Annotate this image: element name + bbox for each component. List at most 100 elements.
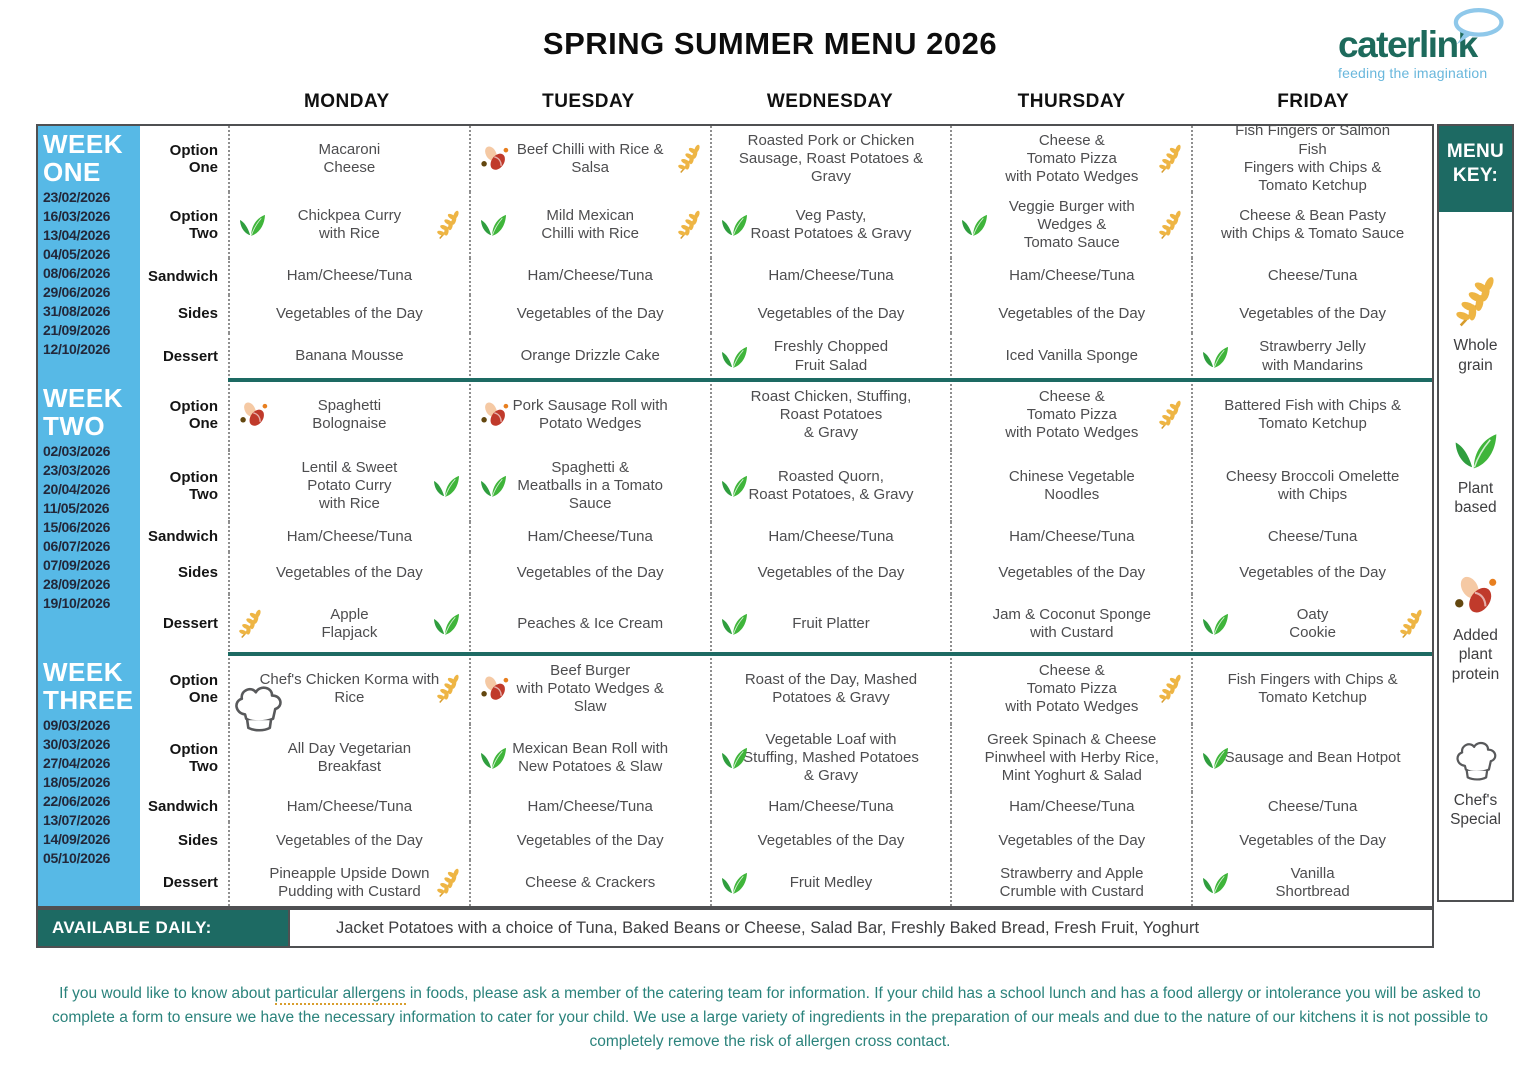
menu-item-text: Freshly Chopped Fruit Salad [773, 338, 889, 374]
logo-tagline: feeding the imagination [1338, 65, 1488, 81]
plant-based-icon [1202, 344, 1229, 368]
menu-item-text: Cheese & Tomato Pizza with Potato Wedges [1005, 661, 1139, 716]
menu-cell-option-two-monday: Lentil & Sweet Potato Curry with Rice [228, 450, 469, 522]
plant-based-icon [480, 746, 507, 770]
menu-item-text: Lentil & Sweet Potato Curry with Rice [301, 458, 398, 513]
plant-based-icon [480, 474, 507, 498]
menu-item-text: Ham/Cheese/Tuna [286, 527, 413, 545]
menu-cell-option-two-friday: Sausage and Bean Hotpot [1191, 724, 1432, 792]
menu-cell-option-two-friday: Cheesy Broccoli Omelette with Chips [1191, 450, 1432, 522]
menu-item-text: Vegetables of the Day [276, 563, 423, 581]
chefs-special-icon [230, 684, 286, 734]
menu-cell-option-two-thursday: Chinese Vegetable Noodles [950, 450, 1191, 522]
menu-cell-sandwich-monday: Ham/Cheese/Tuna [228, 792, 469, 822]
menu-cell-sandwich-wednesday: Ham/Cheese/Tuna [709, 792, 951, 822]
whole-grain-icon [436, 674, 460, 704]
speech-bubble-icon [1450, 8, 1504, 47]
menu-cell-option-one-friday: Fish Fingers or Salmon Fish Fingers with … [1191, 122, 1432, 194]
menu-cell-sandwich-wednesday: Ham/Cheese/Tuna [709, 522, 951, 552]
menu-item-text: Vegetables of the Day [516, 563, 664, 581]
plant-based-icon [1202, 871, 1229, 895]
row-label-option-two: Option Two [169, 207, 218, 242]
menu-cell-option-one-wednesday: Roast Chicken, Stuffing, Roast Potatoes & … [709, 380, 951, 450]
available-daily-label: AVAILABLE DAILY: [38, 910, 290, 946]
row-label-sandwich: Sandwich [147, 798, 218, 816]
menu-item-text: Cheese & Crackers [525, 873, 656, 891]
menu-cell-sides-monday: Vegetables of the Day [228, 552, 469, 594]
menu-cell-dessert-friday: Vanilla Shortbread [1191, 860, 1432, 906]
menu-item-text: Vegetables of the Day [276, 304, 423, 322]
menu-item-text: Spaghetti Bolognaise [312, 396, 387, 432]
menu-cell-sandwich-tuesday: Ham/Cheese/Tuna [468, 792, 710, 822]
plant-based-icon [480, 213, 507, 237]
page-title: SPRING SUMMER MENU 2026 [542, 26, 998, 61]
menu-item-text: Vanilla Shortbread [1275, 864, 1350, 900]
chefs-special-icon [1450, 740, 1501, 782]
menu-item-text: Macaroni Cheese [318, 140, 381, 176]
menu-item-text: Vegetables of the Day [998, 563, 1146, 581]
menu-cell-option-two-thursday: Veggie Burger with Wedges & Tomato Sauce [950, 192, 1191, 258]
day-header-wednesday: WEDNESDAY [766, 91, 894, 112]
plant-based-icon [1202, 612, 1229, 636]
menu-item-text: Iced Vanilla Sponge [1005, 347, 1138, 365]
menu-item-text: Oaty Cookie [1289, 605, 1336, 641]
menu-key-label: Whole grain [1453, 337, 1498, 374]
row-label-option-one: Option One [169, 671, 218, 706]
added-plant-protein-icon [239, 401, 269, 430]
menu-item-text: Vegetables of the Day [757, 304, 905, 322]
row-label-sandwich: Sandwich [147, 267, 218, 285]
menu-item-text: Greek Spinach & Cheese Pinwheel with Herb… [984, 730, 1159, 785]
menu-item-text: Veggie Burger with Wedges & Tomato Sauce [1008, 197, 1135, 252]
whole-grain-icon [677, 210, 701, 240]
menu-cell-sandwich-thursday: Ham/Cheese/Tuna [950, 258, 1191, 295]
menu-cell-sides-wednesday: Vegetables of the Day [709, 822, 951, 860]
menu-cell-sandwich-friday: Cheese/Tuna [1191, 522, 1432, 552]
menu-cell-sides-wednesday: Vegetables of the Day [709, 552, 951, 594]
menu-item-text: Cheese & Bean Pasty with Chips & Tomato S… [1221, 206, 1405, 242]
menu-key-body: Whole grain Plant based Added plant protein Che… [1439, 212, 1512, 900]
plant-based-icon [1454, 431, 1498, 471]
menu-item-text: Cheese & Tomato Pizza with Potato Wedges [1005, 387, 1139, 442]
menu-cell-option-two-thursday: Greek Spinach & Cheese Pinwheel with Herb… [950, 724, 1191, 792]
menu-cell-sides-monday: Vegetables of the Day [228, 295, 469, 333]
menu-cell-sides-tuesday: Vegetables of the Day [468, 552, 710, 594]
menu-cell-sides-wednesday: Vegetables of the Day [709, 295, 951, 333]
week-dates: 02/03/2026 23/03/2026 20/04/2026 11/05/2026… [43, 443, 111, 612]
menu-cell-option-two-wednesday: Roasted Quorn, Roast Potatoes, & Gravy [709, 450, 951, 522]
menu-item-text: Ham/Cheese/Tuna [1009, 527, 1135, 545]
row-label-dessert: Dessert [162, 347, 218, 365]
menu-cell-option-one-tuesday: Pork Sausage Roll with Potato Wedges [468, 380, 710, 450]
week-band-3: WEEK THREE 09/03/2026 30/03/2026 27/04/2026 1… [38, 654, 140, 906]
plant-based-icon [721, 612, 748, 636]
menu-item-text: Ham/Cheese/Tuna [527, 267, 653, 285]
whole-grain-icon [436, 868, 460, 898]
menu-item-text: Cheesy Broccoli Omelette with Chips [1225, 467, 1400, 503]
menu-cell-dessert-friday: Oaty Cookie [1191, 594, 1432, 654]
row-label-option-two: Option Two [169, 468, 218, 503]
row-label-option-one: Option One [169, 397, 218, 432]
menu-item-text: Sausage and Bean Hotpot [1224, 748, 1401, 766]
row-label-sides: Sides [177, 832, 218, 850]
menu-item-text: Vegetables of the Day [276, 831, 423, 849]
week-block-1: WEEK ONE 23/02/2026 16/03/2026 13/04/2026 04/… [38, 122, 1432, 380]
menu-cell-option-one-friday: Fish Fingers with Chips & Tomato Ketchup [1191, 654, 1432, 724]
menu-item-text: Orange Drizzle Cake [520, 347, 660, 365]
menu-cell-sandwich-tuesday: Ham/Cheese/Tuna [468, 258, 710, 295]
day-header-friday: FRIDAY [1277, 91, 1350, 112]
menu-key-item: Whole grain [1453, 276, 1498, 375]
menu-cell-sides-thursday: Vegetables of the Day [950, 552, 1191, 594]
menu-cell-option-one-thursday: Cheese & Tomato Pizza with Potato Wedges [950, 126, 1191, 192]
week-band-2: WEEK TWO 02/03/2026 23/03/2026 20/04/2026 11/… [38, 380, 140, 654]
plant-based-icon [721, 474, 748, 498]
menu-cell-sides-friday: Vegetables of the Day [1191, 822, 1432, 860]
menu-cell-option-two-monday: Chickpea Curry with Rice [228, 192, 469, 258]
menu-cell-option-one-monday: Chef's Chicken Korma with Rice [228, 654, 469, 732]
menu-item-text: Pineapple Upside Down Pudding with Custar… [269, 864, 430, 900]
menu-cell-option-one-tuesday: Beef Burger with Potato Wedges & Slaw [468, 654, 710, 724]
whole-grain-icon [677, 144, 701, 174]
menu-cell-sides-thursday: Vegetables of the Day [950, 822, 1191, 860]
menu-item-text: Cheese & Tomato Pizza with Potato Wedges [1005, 131, 1139, 186]
menu-item-text: Ham/Cheese/Tuna [527, 797, 653, 815]
menu-cell-dessert-thursday: Jam & Coconut Sponge with Custard [950, 594, 1191, 654]
menu-cell-dessert-monday: Apple Flapjack [228, 594, 469, 654]
